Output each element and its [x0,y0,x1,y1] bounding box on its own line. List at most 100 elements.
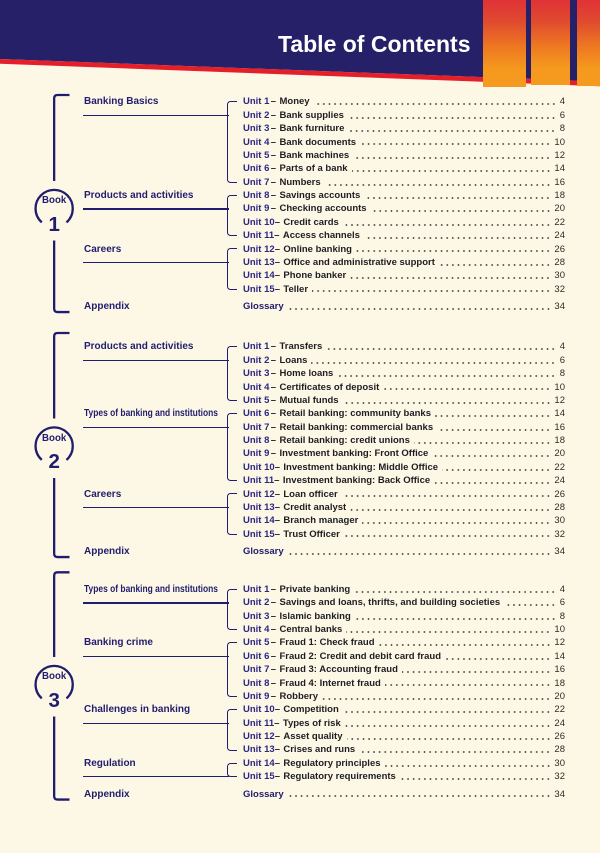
toc-unit-row: Unit 6– Retail banking: community banks 14 [243,407,565,421]
page-number: 8 [559,123,565,135]
category-underline [83,602,229,604]
toc-unit-row: Unit 11– Access channels 24 [243,229,565,243]
unit-label: Unit 3 [243,368,270,380]
unit-label: Unit 13 [243,256,275,268]
page-number: 18 [554,190,565,202]
toc-unit-row: Unit 6– Fraud 2: Credit and debit card fr… [243,649,565,664]
toc-unit-row: Unit 5– Bank machines 12 [243,148,565,163]
dotted-leader [287,544,552,559]
dotted-leader [287,299,552,314]
page-number: 6 [559,597,565,609]
unit-title: Mutual funds [279,394,339,406]
glossary-title: Glossary [243,301,284,313]
dotted-leader [383,380,552,394]
dotted-leader [437,420,552,434]
unit-title: Asset quality [283,731,343,743]
page-number: 30 [554,270,565,282]
unit-title: Teller [283,283,309,295]
dotted-leader [326,340,558,354]
unit-title: Investment banking: Front Office [279,448,429,460]
page-number: 18 [554,677,565,689]
dotted-leader [353,148,552,163]
page-number: 4 [559,341,565,353]
unit-label: Unit 2 [243,109,270,121]
unit-dash: – [270,650,277,662]
toc-unit-row: Unit 5– Mutual funds 12 [243,393,565,408]
unit-title: Fraud 2: Credit and debit card fraud [279,650,442,662]
dotted-leader [384,756,552,770]
unit-title: Crises and runs [283,744,356,756]
unit-label: Unit 7 [243,664,270,676]
orange-bar [576,0,600,86]
unit-dash: – [274,488,280,500]
unit-label: Unit 10 [243,216,275,228]
appendix-label: Appendix [84,788,130,800]
dotted-leader [362,514,552,528]
unit-dash: – [270,690,277,702]
toc-unit-row: Unit 14– Branch manager 30 [243,514,565,528]
page-number: 16 [554,421,565,433]
toc-unit-row: Unit 3– Islamic banking 8 [243,609,565,623]
unit-title: Robbery [279,690,319,702]
unit-title: Bank machines [279,149,350,161]
dotted-leader [363,229,552,243]
page-number: 30 [554,757,565,769]
category-underline [83,359,229,362]
book-bracket-segment [53,478,70,559]
toc-unit-row: Unit 13– Crises and runs 28 [243,743,565,757]
unit-dash: – [274,757,280,769]
unit-dash: – [270,421,277,433]
unit-group-bracket [227,346,237,402]
unit-label: Unit 9 [243,448,270,460]
unit-dash: – [270,368,277,380]
category-underline [83,506,229,509]
unit-dash: – [270,341,277,353]
unit-dash: – [270,109,277,121]
unit-dash: – [270,677,277,689]
unit-label: Unit 7 [243,421,270,433]
category-underline [83,722,229,724]
unit-group-bracket [227,413,237,482]
unit-title: Fraud 4: Internet fraud [279,677,381,689]
toc-unit-row: Unit 6– Parts of a bank 14 [243,162,565,176]
dotted-leader [360,135,552,149]
unit-label: Unit 8 [243,435,270,447]
book-badge-word: Book [42,195,67,207]
unit-dash: – [270,176,277,188]
toc-unit-row: Unit 7– Retail banking: commercial banks 1… [243,420,565,434]
unit-label: Unit 14 [243,270,275,282]
book-badge-number: 1 [48,212,60,236]
unit-label: Unit 9 [243,203,270,215]
unit-dash: – [270,394,277,406]
toc-glossary-row: Glossary 34 [243,787,565,801]
category-label: Types of banking and institutions [84,408,218,420]
page-number: 4 [559,583,565,595]
unit-label: Unit 4 [243,624,270,636]
dotted-leader [413,433,552,448]
unit-title: Phone banker [283,270,347,282]
unit-label: Unit 12 [243,488,275,500]
unit-dash: – [274,461,280,473]
unit-group-bracket [227,493,237,535]
unit-dash: – [270,637,277,649]
unit-label: Unit 11 [243,230,275,242]
unit-dash: – [270,448,277,460]
category-label: Regulation [84,757,136,769]
category-underline [83,775,229,778]
unit-group-bracket [227,248,237,290]
unit-label: Unit 15 [243,283,275,295]
unit-label: Unit 6 [243,408,270,420]
unit-dash: – [270,624,277,636]
page-number: 10 [554,624,565,636]
unit-label: Unit 14 [243,515,275,527]
toc-unit-row: Unit 14– Regulatory principles 30 [243,756,565,770]
dotted-leader [347,108,558,123]
book-bracket-segment [53,571,70,657]
unit-label: Unit 5 [243,394,270,406]
book-badge-number: 3 [48,688,60,712]
unit-label: Unit 1 [243,341,270,353]
unit-label: Unit 5 [243,637,270,649]
unit-title: Certificates of deposit [279,381,380,393]
unit-dash: – [270,408,277,420]
unit-title: Bank documents [279,136,357,148]
